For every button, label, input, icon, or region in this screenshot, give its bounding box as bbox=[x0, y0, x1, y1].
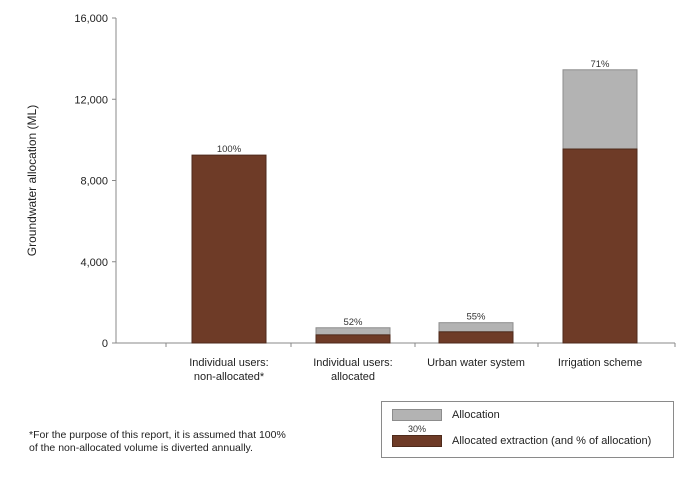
legend-label-extraction: Allocated extraction (and % of allocatio… bbox=[452, 435, 652, 447]
y-tick-label: 0 bbox=[102, 338, 108, 350]
footnote-line-2: of the non-allocated volume is diverted … bbox=[29, 442, 253, 454]
data-label: 55% bbox=[466, 312, 486, 323]
footnote-line-1: *For the purpose of this report, it is a… bbox=[29, 429, 286, 441]
bar-extraction bbox=[562, 148, 638, 344]
y-tick-label: 8,000 bbox=[80, 176, 108, 188]
data-label: 71% bbox=[590, 59, 610, 70]
bar-chart: 0 4,000 8,000 12,000 16,000 Groundwater alloc… bbox=[25, 13, 676, 383]
data-label: 52% bbox=[343, 317, 363, 328]
x-tick-label: allocated bbox=[331, 371, 375, 383]
legend-item-allocation: Allocation bbox=[392, 409, 500, 421]
bar-extraction bbox=[315, 334, 391, 344]
y-axis-label: Groundwater allocation (ML) bbox=[25, 105, 39, 256]
bar-extraction bbox=[438, 331, 514, 344]
bar-extraction bbox=[191, 154, 267, 344]
bar-allocation bbox=[438, 322, 514, 333]
y-tick-label: 16,000 bbox=[74, 13, 108, 25]
legend-sample-percent: 30% bbox=[408, 424, 427, 434]
y-tick-label: 4,000 bbox=[80, 257, 108, 269]
y-tick-label: 12,000 bbox=[74, 94, 108, 106]
x-tick-label: Urban water system bbox=[427, 357, 525, 369]
x-tick-label: non-allocated* bbox=[194, 371, 265, 383]
plot-area: 0 4,000 8,000 12,000 16,000 Groundwater alloc… bbox=[25, 13, 676, 383]
legend-item-extraction: Allocated extraction (and % of allocatio… bbox=[392, 435, 651, 447]
data-label: 100% bbox=[217, 144, 242, 155]
legend-label-allocation: Allocation bbox=[452, 409, 500, 421]
x-tick-label: Individual users: bbox=[189, 357, 269, 369]
footnote: *For the purpose of this report, it is a… bbox=[29, 429, 359, 455]
x-tick-label: Irrigation scheme bbox=[558, 357, 642, 369]
legend-swatch-allocation bbox=[392, 409, 442, 421]
x-tick-label: Individual users: bbox=[313, 357, 393, 369]
legend: Allocation 30% Allocated extraction (and… bbox=[381, 401, 674, 458]
bar-allocation bbox=[562, 69, 638, 150]
legend-swatch-extraction bbox=[392, 435, 442, 447]
bar-allocation bbox=[315, 327, 391, 336]
